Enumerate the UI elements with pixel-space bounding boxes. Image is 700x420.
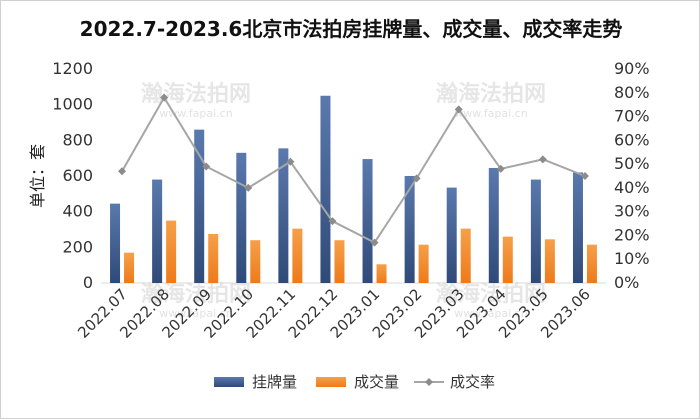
bar-listing [572,172,583,283]
bar-listing [236,152,247,283]
bar-listing [110,203,121,283]
bar-deals [250,240,261,283]
bar-listing [404,176,415,283]
deal-rate-point [370,238,379,247]
y-left-tick-label: 600 [62,166,93,185]
bar-deals [586,244,597,283]
bar-listing [320,95,331,283]
bar-deals [292,228,303,283]
y-axis-label: 单位：套 [28,144,47,208]
y-right-tick-label: 40% [614,178,650,197]
deal-rate-point [118,167,127,176]
watermark-url: www.fapai.cn [454,307,527,320]
bar-listing [278,148,289,283]
bar-deals [166,220,177,283]
legend-marker [425,378,433,386]
deal-rate-point [244,183,253,192]
y-left-tick-label: 200 [62,237,93,256]
y-left-tick-label: 800 [62,130,93,149]
deal-rate-point [496,164,505,173]
bar-deals [418,244,429,283]
bar-listing [530,179,541,283]
bar-listing [152,179,163,283]
y-right-tick-label: 90% [614,59,650,78]
legend-swatch [214,377,244,387]
bar-listing [194,129,205,283]
bar-listing [446,187,457,283]
deal-rate-point [454,105,463,114]
deal-rate-point [160,93,169,102]
legend-label: 成交量 [354,373,399,391]
watermark-url: www.fapai.cn [454,107,527,120]
watermark-url: www.fapai.cn [159,307,232,320]
bar-deals [502,236,513,283]
bar-deals [376,264,387,283]
watermark-text: 瀚海法拍网 [141,81,251,107]
watermark-url: www.fapai.cn [159,107,232,120]
watermark-text: 瀚海法拍网 [436,281,546,307]
y-right-tick-label: 70% [614,107,650,126]
y-right-tick-label: 0% [614,273,639,292]
y-left-tick-label: 1200 [52,59,93,78]
deal-rate-line [121,95,586,244]
bar-deals [460,228,471,283]
bar-deals [208,233,219,283]
legend-label: 成交率 [450,373,495,391]
watermark-text: 瀚海法拍网 [436,81,546,107]
deal-rate-point [202,162,211,171]
y-right-tick-label: 60% [614,130,650,149]
legend-swatch [316,377,346,387]
watermark-text: 瀚海法拍网 [141,281,251,307]
bar-deals [334,240,345,283]
deal-rate-point [412,174,421,183]
bar-listing [362,159,373,283]
bar-listing [488,167,499,283]
deal-rate-point [328,217,337,226]
y-right-tick-label: 30% [614,202,650,221]
y-right-tick-label: 80% [614,83,650,102]
y-right-tick-label: 10% [614,249,650,268]
bar-deals [544,239,555,283]
deal-rate-point [580,172,589,180]
y-right-tick-label: 50% [614,154,650,173]
y-left-tick-label: 0 [83,273,93,292]
deal-rate-point [538,155,547,164]
y-left-tick-label: 1000 [52,95,93,114]
y-right-tick-label: 20% [614,225,650,244]
chart-title: 2022.7-2023.6北京市法拍房挂牌量、成交量、成交率走势 [79,17,623,41]
deal-rate-point [286,157,295,166]
bar-deals [124,252,135,283]
y-left-tick-label: 400 [62,202,93,221]
legend-label: 挂牌量 [252,373,297,391]
